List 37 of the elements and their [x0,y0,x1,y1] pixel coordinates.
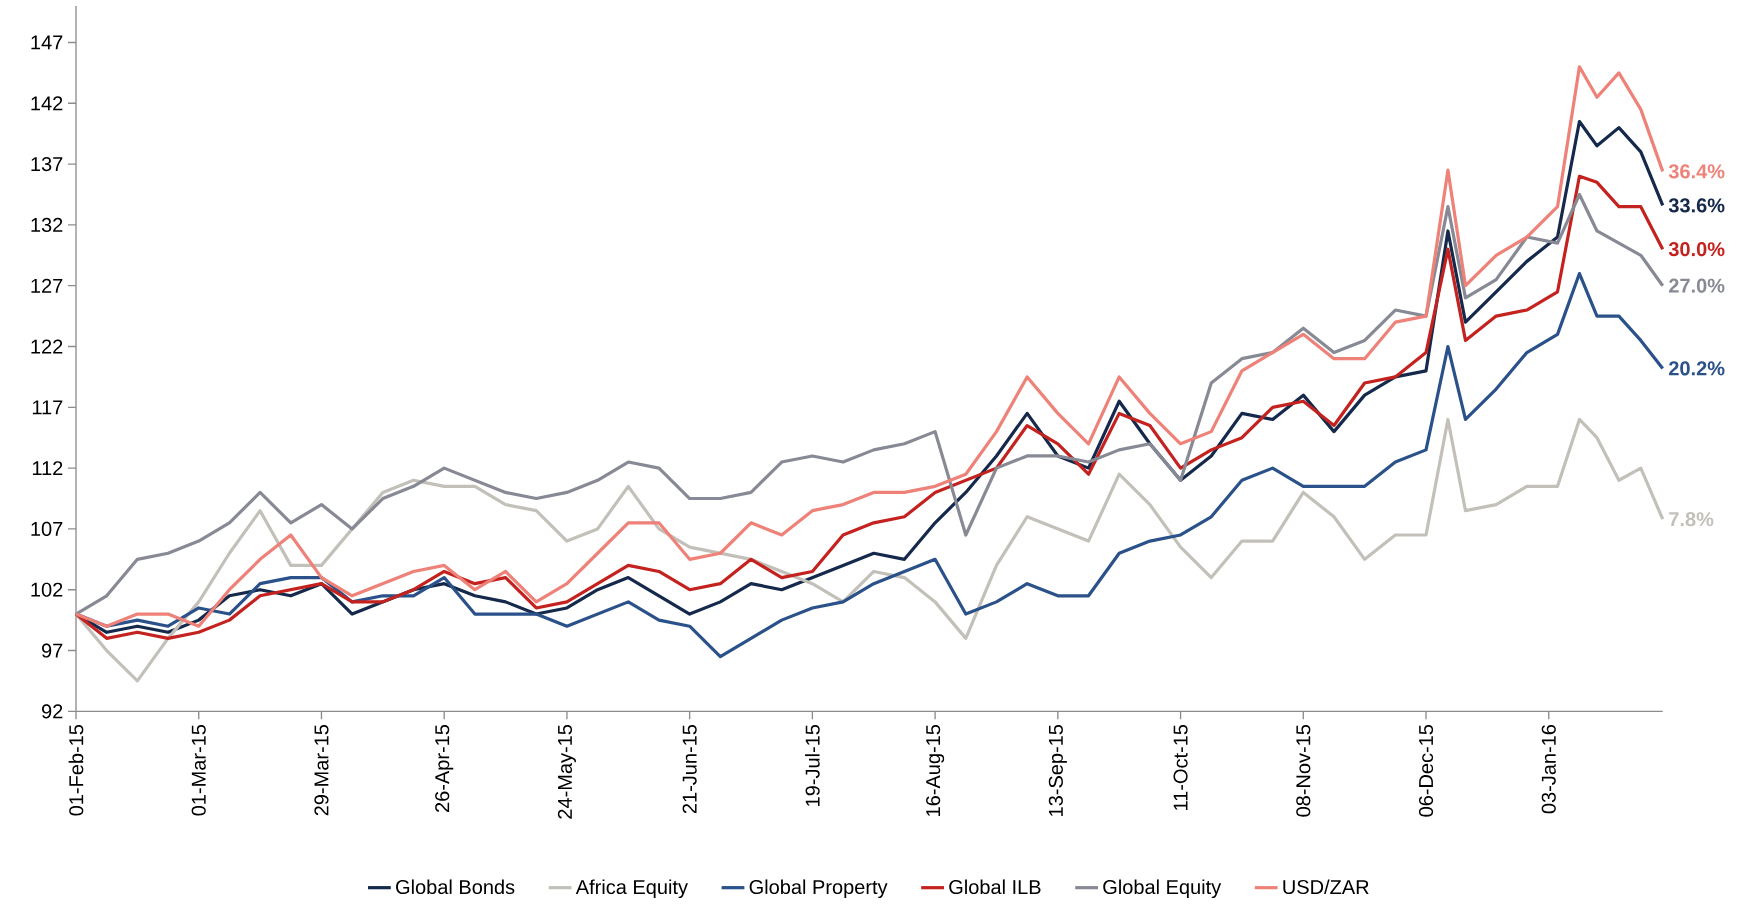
y-tick-label: 112 [32,461,63,476]
x-tick-label: 16-Aug-15 [926,724,945,816]
x-tick-label: 08-Nov-15 [1296,724,1311,817]
legend-label: Global Bonds [396,879,515,895]
x-tick-label: 01-Mar-15 [191,724,206,816]
legend-label: Global Property [749,879,888,899]
y-tick-label: 102 [31,582,63,597]
annotation: 27.0% [1669,278,1725,293]
x-tick-label: 24-May-15 [557,724,576,819]
legend-label: Global ILB [949,879,1041,895]
x-tick-label: 01-Feb-15 [68,724,84,816]
annotation: 36.4% [1668,164,1725,179]
annotation: 7.8% [1669,512,1714,527]
y-tick-label: 107 [31,521,63,536]
y-tick-label: 122 [31,339,63,354]
x-tick-label: 21-Jun-15 [682,724,697,814]
annotation: 20.2% [1669,361,1725,376]
x-tick-label: 29-Mar-15 [314,724,329,816]
annotation: 33.6% [1668,198,1725,213]
y-tick-label: 132 [31,217,63,232]
x-tick-label: 19-Jul-15 [805,724,820,806]
y-tick-label: 147 [31,35,63,50]
x-tick-label: 11-Oct-15 [1173,724,1188,810]
legend-label: USD/ZAR [1283,879,1369,895]
x-tick-label: 03-Jan-16 [1541,724,1556,814]
annotation: 30.0% [1668,242,1725,257]
y-tick-label: 137 [31,157,63,172]
legend-label: Africa Equity [575,879,688,899]
x-tick-label: 06-Dec-15 [1418,724,1434,817]
x-tick-label: 13-Sep-15 [1048,724,1067,816]
y-tick-label: 117 [32,400,63,415]
y-tick-label: 127 [31,278,63,293]
y-tick-label: 142 [31,96,63,111]
y-tick-label: 92 [41,704,63,719]
y-tick-label: 97 [41,643,63,658]
legend-label: Global Equity [1103,879,1222,899]
x-tick-label: 26-Apr-15 [435,724,454,812]
